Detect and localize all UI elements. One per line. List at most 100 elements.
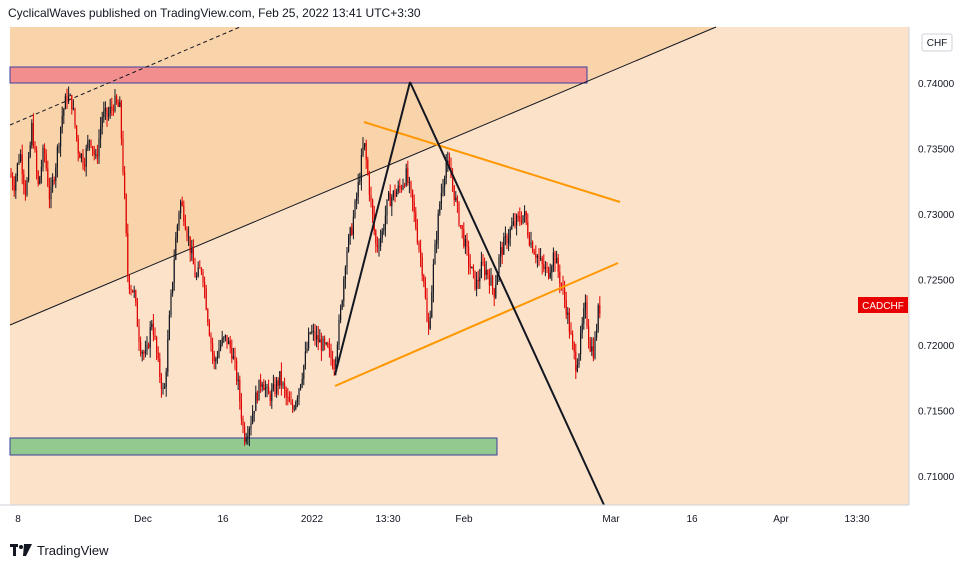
- candle-body: [189, 236, 191, 254]
- candle-body: [524, 211, 526, 216]
- candle-body: [42, 147, 44, 167]
- candle-body: [336, 344, 338, 359]
- candle-body: [300, 384, 302, 389]
- candle-body: [157, 352, 159, 359]
- candle-body: [197, 267, 199, 277]
- candle-body: [365, 143, 367, 160]
- candle-body: [516, 215, 518, 226]
- candle-body: [408, 181, 410, 183]
- candle-body: [389, 192, 391, 207]
- candle-body: [480, 261, 482, 278]
- candle-body: [229, 340, 231, 348]
- candle-body: [69, 95, 71, 97]
- candle-body: [445, 162, 447, 179]
- candle-body: [348, 236, 350, 252]
- time-tick-label: 13:30: [844, 514, 869, 525]
- candle-body: [421, 257, 423, 276]
- candle-body: [474, 270, 476, 289]
- candle-body: [258, 379, 260, 401]
- candle-body: [63, 109, 65, 116]
- candle-body: [468, 246, 470, 265]
- candle-body: [117, 102, 119, 107]
- candle-body: [119, 101, 121, 107]
- candle-body: [333, 367, 335, 369]
- black-down-line: [409, 81, 605, 506]
- last-price-label: CADCHF: [862, 301, 904, 312]
- candle-body: [183, 205, 185, 222]
- candle-body: [160, 377, 162, 390]
- candle-body: [111, 107, 113, 109]
- candle-body: [392, 190, 394, 198]
- candle-body: [396, 191, 398, 197]
- candle-body: [394, 190, 396, 197]
- candle-body: [372, 199, 374, 215]
- candle-body: [404, 185, 406, 187]
- candle-body: [252, 413, 254, 424]
- candle-body: [485, 270, 487, 275]
- candle-body: [519, 216, 521, 221]
- candle-body: [520, 220, 522, 223]
- candle-body: [368, 174, 370, 195]
- candle-body: [80, 153, 82, 159]
- candle-body: [456, 197, 458, 204]
- candle-body: [68, 95, 70, 102]
- candle-body: [487, 270, 489, 275]
- candle-body: [168, 315, 170, 340]
- candle-body: [269, 394, 271, 401]
- candle-body: [159, 358, 161, 378]
- candle-body: [60, 127, 62, 147]
- candle-body: [306, 348, 308, 352]
- candle-body: [304, 351, 306, 366]
- candle-body: [10, 173, 12, 177]
- candle-body: [340, 308, 342, 321]
- candle-body: [328, 346, 330, 350]
- candle-body: [584, 302, 586, 309]
- price-tick-label: 0.73000: [918, 210, 955, 221]
- candle-body: [530, 242, 532, 246]
- candle-body: [266, 387, 268, 389]
- candle-body: [178, 213, 180, 226]
- candle-body: [204, 282, 206, 289]
- candle-body: [447, 160, 449, 163]
- candle-body: [208, 322, 210, 336]
- candle-body: [74, 108, 76, 126]
- candle-body: [268, 387, 270, 395]
- candle-body: [581, 323, 583, 333]
- candle-body: [591, 346, 593, 352]
- candle-body: [90, 140, 92, 147]
- candle-body: [207, 309, 209, 323]
- candle-body: [276, 380, 278, 394]
- candle-body: [428, 321, 430, 329]
- chart-area[interactable]: CHF 0.74000 0.73500 0.73000 0.72500 0.72000 0…: [0, 0, 977, 535]
- candle-body: [436, 240, 438, 245]
- candle-body: [143, 352, 145, 354]
- candle-body: [319, 339, 321, 343]
- candle-body: [98, 138, 100, 157]
- candle-body: [412, 189, 414, 203]
- candle-body: [108, 113, 110, 117]
- candle-body: [253, 411, 255, 414]
- candle-body: [596, 329, 598, 338]
- candle-body: [517, 215, 519, 217]
- candle-body: [296, 398, 298, 403]
- candle-body: [196, 276, 198, 278]
- candle-body: [512, 221, 514, 226]
- candle-body: [274, 384, 276, 394]
- candle-body: [53, 179, 55, 181]
- candle-body: [282, 383, 284, 386]
- candle-body: [538, 256, 540, 259]
- support-zone: [9, 437, 498, 456]
- candle-body: [232, 356, 234, 359]
- price-chart[interactable]: CHF 0.740000.735000.730000.725000.720000…: [0, 0, 977, 535]
- candle-body: [384, 215, 386, 229]
- candle-body: [223, 337, 225, 339]
- candle-body: [360, 155, 362, 181]
- candle-body: [205, 288, 207, 310]
- candle-body: [492, 276, 494, 289]
- candle-body: [484, 263, 486, 275]
- candle-body: [130, 289, 132, 291]
- candle-body: [476, 279, 478, 289]
- orange-upper-line: [363, 121, 621, 203]
- candle-body: [440, 192, 442, 204]
- candle-body: [194, 264, 196, 278]
